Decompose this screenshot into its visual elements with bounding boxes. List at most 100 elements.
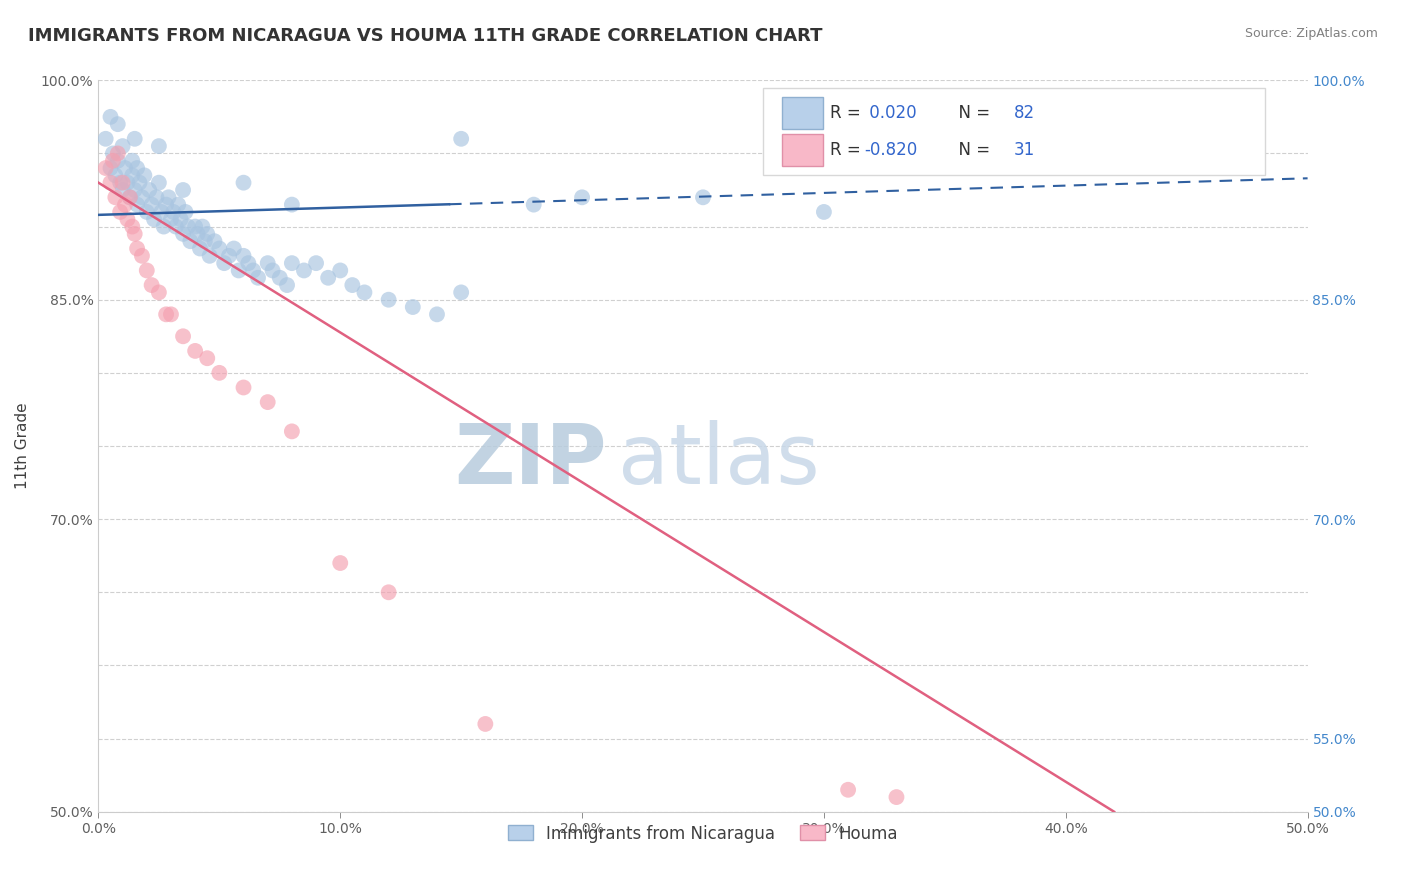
Point	[141, 278, 163, 293]
Point	[281, 425, 304, 439]
Point	[281, 256, 304, 270]
Point	[107, 146, 129, 161]
Point	[256, 395, 278, 409]
Point	[94, 161, 117, 175]
Point	[571, 190, 593, 204]
Point	[269, 270, 291, 285]
Point	[329, 556, 352, 570]
Point	[114, 161, 136, 175]
Point	[305, 256, 328, 270]
Text: N =: N =	[949, 141, 995, 159]
Point	[172, 183, 194, 197]
Point	[172, 329, 194, 343]
Point	[131, 190, 153, 204]
Y-axis label: 11th Grade: 11th Grade	[15, 402, 30, 490]
Point	[100, 176, 122, 190]
Point	[121, 169, 143, 183]
Point	[152, 219, 174, 234]
Point	[402, 300, 425, 314]
Point	[329, 263, 352, 277]
Point	[104, 169, 127, 183]
Point	[179, 234, 201, 248]
Point	[165, 219, 187, 234]
Point	[316, 270, 339, 285]
Point	[232, 380, 254, 394]
Point	[292, 263, 315, 277]
Legend: Immigrants from Nicaragua, Houma: Immigrants from Nicaragua, Houma	[499, 816, 907, 851]
FancyBboxPatch shape	[782, 97, 823, 129]
Point	[262, 263, 284, 277]
Point	[342, 278, 364, 293]
Text: R =: R =	[830, 141, 866, 159]
Text: atlas: atlas	[619, 420, 820, 501]
Point	[117, 176, 139, 190]
Point	[118, 190, 141, 204]
Point	[377, 293, 399, 307]
Point	[238, 256, 260, 270]
Point	[108, 205, 131, 219]
Point	[94, 132, 117, 146]
Point	[111, 139, 134, 153]
Point	[276, 278, 298, 293]
Point	[195, 227, 218, 241]
Point	[107, 153, 129, 168]
Point	[195, 351, 218, 366]
Point	[117, 212, 139, 227]
Point	[143, 212, 166, 227]
Point	[150, 205, 173, 219]
Point	[184, 219, 207, 234]
Point	[100, 161, 122, 175]
Point	[118, 190, 141, 204]
Point	[191, 219, 214, 234]
Text: N =: N =	[949, 104, 995, 122]
Point	[114, 197, 136, 211]
Point	[184, 343, 207, 358]
Point	[128, 176, 150, 190]
Point	[131, 249, 153, 263]
Point	[148, 176, 170, 190]
Point	[247, 270, 270, 285]
Point	[281, 197, 304, 211]
Point	[121, 219, 143, 234]
Text: ZIP: ZIP	[454, 420, 606, 501]
Point	[127, 197, 149, 211]
Point	[138, 183, 160, 197]
Point	[188, 242, 211, 256]
Point	[127, 161, 149, 175]
Point	[104, 190, 127, 204]
Point	[124, 183, 146, 197]
Point	[222, 242, 245, 256]
Text: -0.820: -0.820	[863, 141, 917, 159]
Text: 0.020: 0.020	[863, 104, 917, 122]
Point	[108, 176, 131, 190]
Point	[174, 205, 197, 219]
Point	[450, 132, 472, 146]
Point	[232, 176, 254, 190]
Point	[160, 307, 183, 321]
Point	[135, 205, 157, 219]
Point	[141, 197, 163, 211]
Point	[474, 717, 496, 731]
Point	[377, 585, 399, 599]
Point	[157, 190, 180, 204]
Point	[218, 249, 240, 263]
Point	[523, 197, 546, 211]
Point	[208, 366, 231, 380]
Text: R =: R =	[830, 104, 866, 122]
Point	[169, 212, 191, 227]
Text: 31: 31	[1014, 141, 1035, 159]
Point	[155, 307, 177, 321]
Point	[155, 197, 177, 211]
Text: Source: ZipAtlas.com: Source: ZipAtlas.com	[1244, 27, 1378, 40]
Point	[256, 256, 278, 270]
FancyBboxPatch shape	[763, 87, 1265, 176]
Point	[101, 153, 124, 168]
Point	[124, 227, 146, 241]
Point	[135, 263, 157, 277]
Point	[813, 205, 835, 219]
Point	[121, 153, 143, 168]
Point	[162, 205, 184, 219]
Point	[177, 219, 200, 234]
Point	[204, 234, 226, 248]
Point	[134, 169, 156, 183]
